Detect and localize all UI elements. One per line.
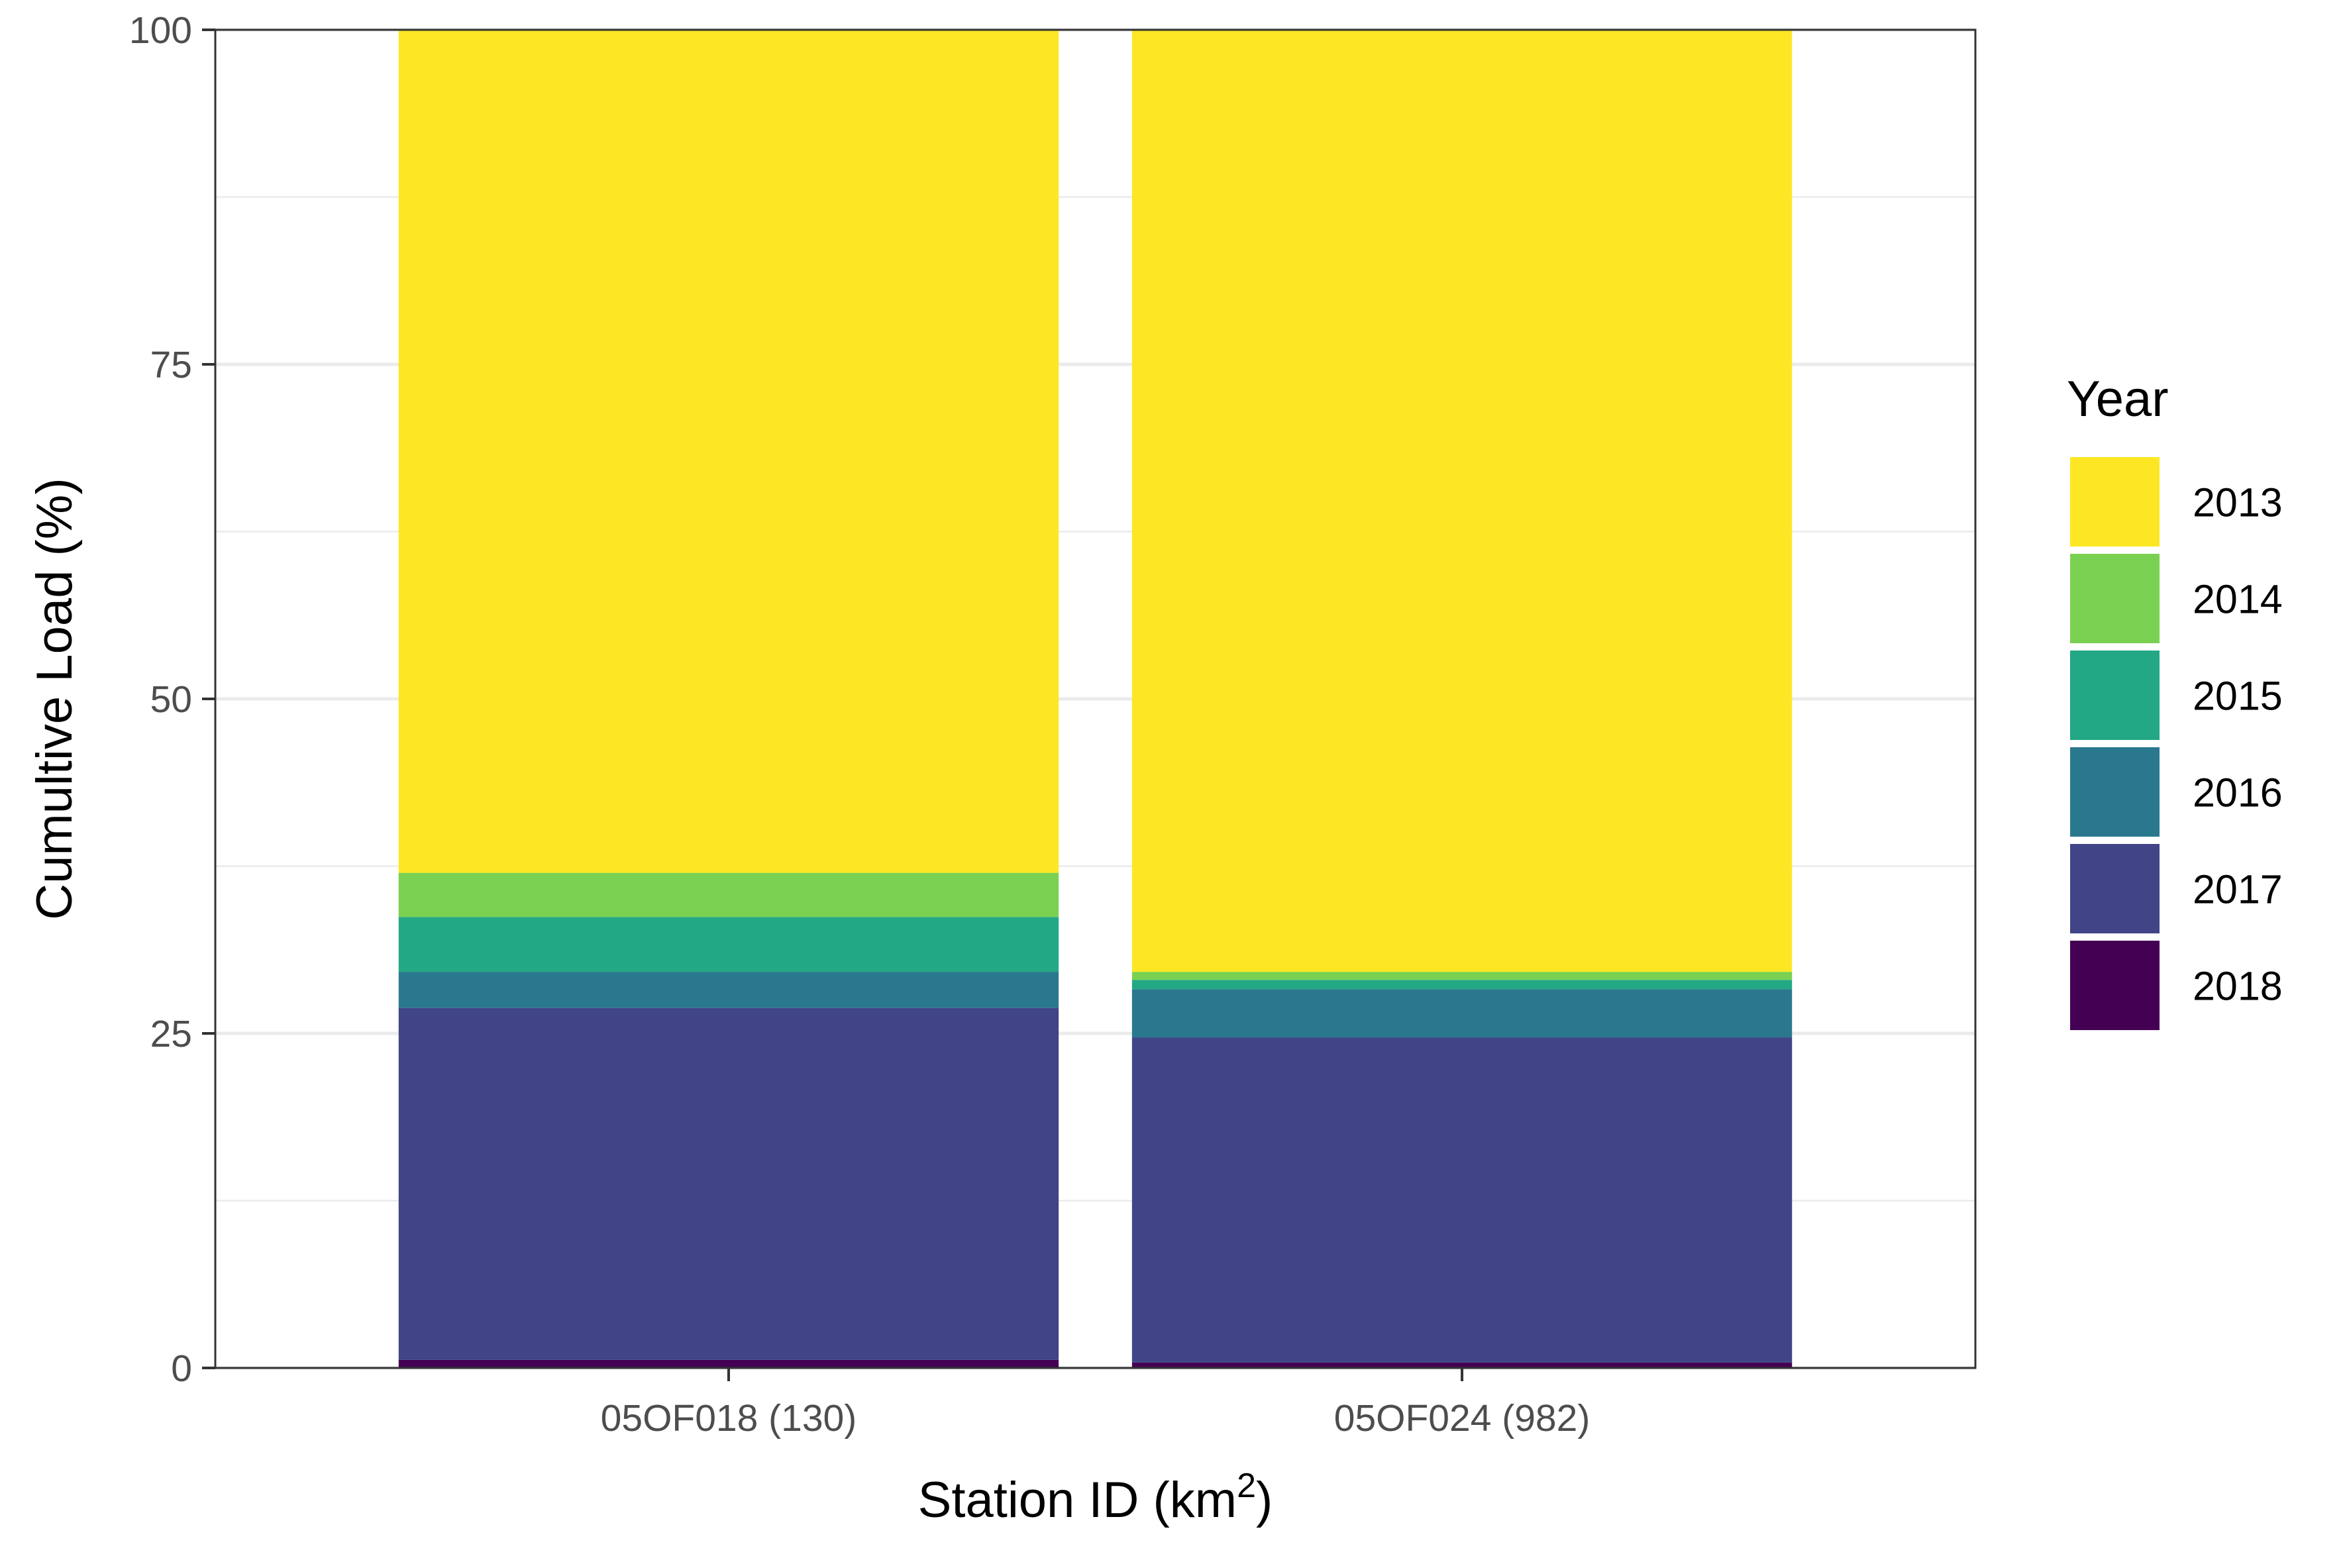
bar-segment-2017-1 xyxy=(398,1008,1059,1360)
bar-segment-2014-1 xyxy=(398,872,1059,917)
x-tick-label: 05OF024 (982) xyxy=(1334,1397,1591,1439)
legend: Year 2013 2014 2015 2016 2017 2018 xyxy=(2067,371,2283,1030)
legend-label-2014: 2014 xyxy=(2193,577,2283,622)
legend-label-2013: 2013 xyxy=(2193,480,2283,525)
legend-key-2018 xyxy=(2070,941,2160,1030)
x-axis-title-suffix: ) xyxy=(1256,1472,1273,1528)
legend-title: Year xyxy=(2067,371,2169,427)
legend-key-2017 xyxy=(2070,844,2160,933)
bar-segment-2016-2 xyxy=(1131,989,1793,1038)
legend-key-2016 xyxy=(2070,747,2160,837)
legend-key-2015 xyxy=(2070,651,2160,740)
y-tick-label: 0 xyxy=(171,1347,192,1390)
y-tick-label: 25 xyxy=(150,1013,192,1055)
legend-label-2016: 2016 xyxy=(2193,770,2283,815)
legend-label-2018: 2018 xyxy=(2193,964,2283,1009)
legend-key-2014 xyxy=(2070,554,2160,643)
bar-segment-2016-1 xyxy=(398,972,1059,1008)
bar-segment-2015-2 xyxy=(1131,980,1793,990)
bar-segment-2015-1 xyxy=(398,917,1059,972)
x-axis-title-main: Station ID (km xyxy=(918,1472,1237,1528)
x-axis-title-superscript: 2 xyxy=(1237,1467,1256,1505)
bars xyxy=(398,30,1793,1368)
x-tick-label: 05OF018 (130) xyxy=(601,1397,857,1439)
bar-segment-2013-2 xyxy=(1131,30,1793,972)
legend-key-2013 xyxy=(2070,457,2160,547)
y-tick-label: 50 xyxy=(150,678,192,721)
y-tick-label: 75 xyxy=(150,344,192,386)
y-axis-title: Cumultive Load (%) xyxy=(26,478,83,919)
bar-segment-2014-2 xyxy=(1131,972,1793,980)
axes: 0 25 50 75 100 05OF018 (130) 05OF024 (982) xyxy=(129,9,1590,1439)
x-axis-title: Station ID (km2) xyxy=(918,1467,1273,1528)
bar-segment-2018-2 xyxy=(1131,1362,1793,1368)
bar-segment-2018-1 xyxy=(398,1359,1059,1368)
legend-label-2017: 2017 xyxy=(2193,867,2283,912)
bar-segment-2017-2 xyxy=(1131,1037,1793,1363)
bar-segment-2013-1 xyxy=(398,30,1059,873)
y-tick-label: 100 xyxy=(129,9,192,52)
legend-label-2015: 2015 xyxy=(2193,674,2283,719)
